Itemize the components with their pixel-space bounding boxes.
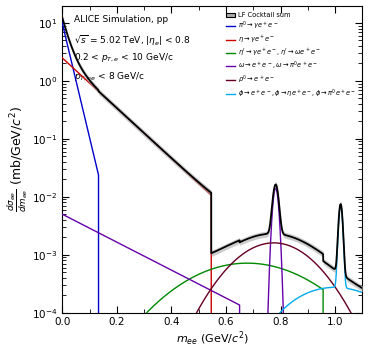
Y-axis label: $\frac{d\sigma_{ee}}{dm_{ee}}$ (mb/GeV/$c^2$): $\frac{d\sigma_{ee}}{dm_{ee}}$ (mb/GeV/$… bbox=[6, 106, 31, 212]
Text: ALICE Simulation, pp: ALICE Simulation, pp bbox=[74, 15, 169, 24]
Legend: LF Cocktail sum, $\pi^0 \rightarrow \gamma e^+e^-$, $\eta \rightarrow \gamma e^+: LF Cocktail sum, $\pi^0 \rightarrow \gam… bbox=[223, 10, 358, 103]
Text: $\sqrt{s}$ = 5.02 TeV, $|\eta_e|$ < 0.8: $\sqrt{s}$ = 5.02 TeV, $|\eta_e|$ < 0.8 bbox=[74, 33, 191, 48]
Text: 0.2 < $p_{T,e}$ < 10 GeV/c: 0.2 < $p_{T,e}$ < 10 GeV/c bbox=[74, 52, 174, 64]
Text: $p_{T,ee}$ < 8 GeV/c: $p_{T,ee}$ < 8 GeV/c bbox=[74, 70, 145, 83]
X-axis label: $m_{ee}$ (GeV/$c^2$): $m_{ee}$ (GeV/$c^2$) bbox=[176, 330, 249, 348]
